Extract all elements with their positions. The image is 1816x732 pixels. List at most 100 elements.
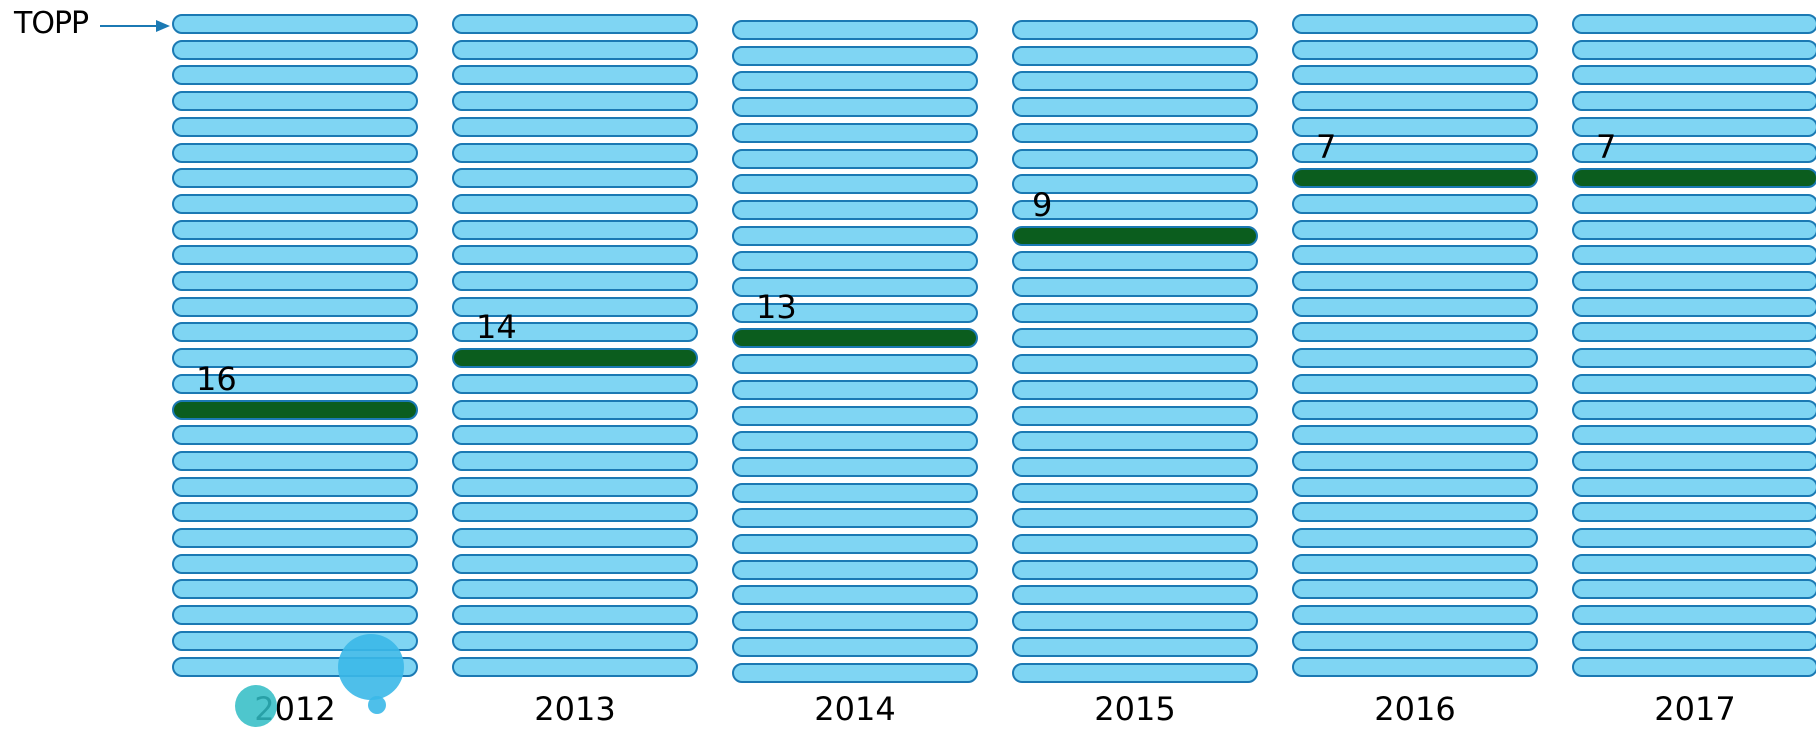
rank-bar (172, 65, 418, 86)
rank-bar (1012, 508, 1258, 529)
rank-bar (1292, 476, 1538, 497)
rank-bar (172, 502, 418, 523)
rank-bar (1572, 373, 1816, 394)
rank-bar (732, 354, 978, 375)
rank-bar (1572, 322, 1816, 343)
rank-bar (1292, 579, 1538, 600)
rank-bar (452, 425, 698, 446)
rank-bar (1572, 14, 1816, 34)
decorative-teal-dot (235, 685, 277, 727)
rank-bar (1572, 579, 1816, 600)
rank-bar (732, 97, 978, 118)
rank-bar (732, 45, 978, 66)
rank-bar (732, 431, 978, 452)
rank-bar (732, 148, 978, 169)
rank-bar (1012, 611, 1258, 632)
rank-bar (1012, 636, 1258, 657)
rank-bar (1572, 476, 1816, 497)
arrow-right-icon (100, 20, 170, 32)
year-column-2013: 14 2013 (452, 0, 702, 732)
rank-bar (1012, 174, 1258, 195)
rank-bar (172, 348, 418, 369)
rank-bar (452, 630, 698, 651)
rank-bar (1572, 348, 1816, 369)
rank-bar (452, 91, 698, 112)
rank-label: 16 (196, 359, 237, 398)
rank-bar (1292, 605, 1538, 626)
rank-bar (732, 122, 978, 143)
rank-bar (1572, 193, 1816, 214)
rank-bar (732, 71, 978, 92)
rank-bar (1012, 456, 1258, 477)
rank-bar (452, 39, 698, 60)
rank-bar (172, 39, 418, 60)
decorative-blue-blob (338, 634, 404, 700)
rank-bar (452, 14, 698, 34)
rank-bar (452, 476, 698, 497)
rank-bar (1572, 245, 1816, 266)
year-column-2015: 9 2015 (1012, 0, 1262, 732)
rank-bar (452, 296, 698, 317)
rank-bar (1292, 271, 1538, 291)
rank-bar (1012, 328, 1258, 349)
rank-bar (452, 116, 698, 137)
rank-bar (732, 277, 978, 297)
rank-bar (172, 425, 418, 446)
rank-bar (732, 482, 978, 503)
rank-bar (1572, 425, 1816, 446)
rank-bar (1012, 585, 1258, 606)
rank-bar (732, 405, 978, 426)
rank-bar (732, 559, 978, 580)
year-column-2016: 7 2016 (1292, 0, 1542, 732)
rank-bar (732, 302, 978, 323)
rank-bar (452, 373, 698, 394)
rank-bar-highlight (732, 328, 978, 349)
rank-bar (452, 322, 698, 343)
rank-bar (452, 219, 698, 240)
rank-bar (1572, 116, 1816, 137)
rank-bar (1292, 14, 1538, 34)
rank-bar (1012, 277, 1258, 297)
rank-bar (732, 611, 978, 632)
rank-bar (1572, 450, 1816, 471)
rank-bar (1572, 553, 1816, 574)
rank-bar (1012, 482, 1258, 503)
rank-bar (732, 508, 978, 529)
rank-bar (172, 528, 418, 548)
rank-bar (1292, 322, 1538, 343)
rank-bar (732, 225, 978, 246)
rank-bar (172, 450, 418, 471)
rank-bar (1572, 39, 1816, 60)
rank-bar (1012, 71, 1258, 92)
year-column-2017: 7 2017 (1572, 0, 1816, 732)
rank-bar (172, 476, 418, 497)
rank-bar (1012, 431, 1258, 452)
rank-bar (1572, 528, 1816, 548)
rank-bar (1292, 450, 1538, 471)
rank-bar-highlight (172, 399, 418, 420)
rank-bar (1572, 399, 1816, 420)
rank-bar (452, 245, 698, 266)
rank-bar (732, 199, 978, 220)
rank-bar (452, 605, 698, 626)
rank-bar (172, 91, 418, 112)
rank-bar (452, 168, 698, 189)
rank-bar (1292, 502, 1538, 523)
rank-bar-highlight (452, 348, 698, 369)
rank-bar (732, 174, 978, 195)
decorative-blue-drip (368, 696, 386, 714)
rank-bar (1292, 296, 1538, 317)
rank-bar (172, 579, 418, 600)
rank-bar (1292, 116, 1538, 137)
rank-label: 9 (1032, 185, 1053, 224)
rank-bar (452, 271, 698, 291)
rank-bar (1572, 65, 1816, 86)
rank-bar (172, 605, 418, 626)
rank-bar (732, 662, 978, 683)
rank-bar (1292, 348, 1538, 369)
rank-bar (732, 534, 978, 554)
rank-bar (1012, 97, 1258, 118)
rank-bar (1292, 373, 1538, 394)
rank-bar (1572, 219, 1816, 240)
